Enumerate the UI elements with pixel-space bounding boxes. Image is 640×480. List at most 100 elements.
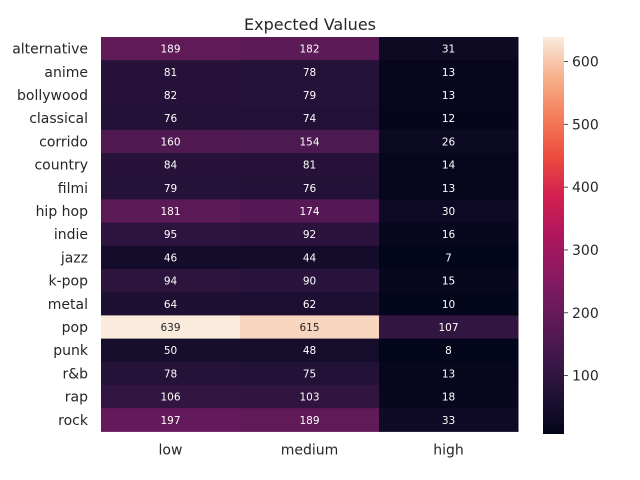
cell-value: 94 — [164, 276, 178, 288]
row-label: r&b — [62, 366, 88, 382]
cell-value: 15 — [442, 276, 455, 288]
colorbar-tick-label: 400 — [572, 180, 599, 196]
heatmap-cell — [379, 338, 519, 363]
heatmap-cell — [379, 361, 519, 386]
heatmap-cell — [240, 199, 380, 224]
cell-value: 13 — [442, 183, 455, 195]
row-label: rock — [58, 413, 89, 429]
cell-value: 79 — [164, 183, 177, 195]
row-label: filmi — [58, 181, 88, 197]
heatmap-cell — [240, 385, 380, 409]
heatmap-cell — [101, 408, 241, 432]
row-label: hip hop — [36, 204, 89, 220]
heatmap-cell — [240, 60, 380, 84]
chart-title: Expected Values — [244, 15, 376, 34]
cell-value: 74 — [303, 113, 317, 125]
row-label: bollywood — [17, 88, 88, 104]
cell-value: 182 — [299, 44, 319, 56]
cell-value: 62 — [303, 299, 316, 311]
heatmap-cell — [101, 269, 241, 293]
cell-value: 189 — [160, 44, 180, 56]
row-label: jazz — [60, 250, 88, 266]
row-label: k-pop — [49, 274, 89, 290]
cell-value: 615 — [299, 322, 319, 334]
heatmap-cell — [240, 129, 380, 154]
cell-value: 76 — [303, 183, 317, 195]
cell-value: 154 — [299, 136, 319, 148]
cell-value: 14 — [442, 160, 456, 172]
heatmap-cell — [379, 83, 519, 108]
heatmap-cell — [379, 245, 519, 270]
heatmap-cell — [101, 176, 241, 200]
cell-value: 30 — [442, 206, 455, 218]
cell-value: 64 — [164, 299, 178, 311]
row-label: country — [34, 158, 88, 174]
cell-value: 81 — [303, 160, 316, 172]
cell-value: 92 — [303, 229, 316, 241]
column-label: low — [159, 442, 183, 458]
cell-value: 44 — [303, 252, 317, 264]
row-label: punk — [53, 343, 89, 359]
cell-value: 48 — [303, 345, 316, 357]
cell-value: 33 — [442, 415, 455, 427]
heatmap-cell — [379, 315, 519, 340]
cell-value: 90 — [303, 276, 316, 288]
row-label: indie — [54, 227, 88, 243]
heatmap-cell — [240, 292, 380, 316]
heatmap-cell — [101, 37, 241, 61]
heatmap-cell — [379, 222, 519, 247]
heatmap-cell — [240, 37, 380, 61]
heatmap-cell — [240, 408, 380, 432]
cell-value: 160 — [160, 136, 180, 148]
heatmap-cell — [379, 37, 519, 61]
heatmap-cell — [240, 338, 380, 363]
cell-value: 13 — [442, 368, 455, 380]
cell-value: 197 — [160, 415, 180, 427]
cell-value: 12 — [442, 113, 455, 125]
cell-value: 181 — [160, 206, 180, 218]
cell-value: 46 — [164, 252, 178, 264]
row-label: alternative — [12, 42, 88, 58]
heatmap-cell — [101, 315, 241, 340]
cell-value: 107 — [438, 322, 458, 334]
colorbar-tick-label: 500 — [572, 117, 599, 133]
heatmap-cell — [379, 385, 519, 409]
row-label: classical — [29, 111, 88, 127]
heatmap-cell — [101, 106, 241, 131]
cell-value: 174 — [299, 206, 319, 218]
cell-value: 76 — [164, 113, 178, 125]
heatmap-cell — [240, 176, 380, 200]
heatmap-cell — [379, 408, 519, 432]
cell-value: 81 — [164, 67, 177, 79]
heatmap-cell — [101, 199, 241, 224]
cell-value: 106 — [160, 392, 180, 404]
cell-value: 13 — [442, 67, 455, 79]
cell-value: 82 — [164, 90, 177, 102]
heatmap-cell — [101, 153, 241, 177]
colorbar-tick-label: 200 — [572, 306, 599, 322]
heatmap-cell — [240, 245, 380, 270]
row-label: anime — [44, 65, 88, 81]
heatmap-cell — [379, 129, 519, 154]
heatmap-cell — [240, 83, 380, 108]
colorbar: 100 200 300 400 500 600 — [543, 37, 599, 434]
heatmap-cell — [101, 83, 241, 108]
cell-value: 50 — [164, 345, 177, 357]
cell-value: 639 — [160, 322, 180, 334]
cell-value: 103 — [299, 392, 319, 404]
heatmap-cell — [379, 106, 519, 131]
colorbar-gradient — [543, 37, 564, 434]
heatmap-cell — [240, 269, 380, 293]
column-label: medium — [281, 442, 339, 458]
heatmap-cell — [101, 338, 241, 363]
cell-value: 8 — [445, 345, 452, 357]
heatmap-cell — [101, 222, 241, 247]
row-label: corrido — [39, 134, 88, 150]
row-label: metal — [48, 297, 88, 313]
cell-value: 13 — [442, 90, 455, 102]
heatmap-cell — [101, 361, 241, 386]
cell-value: 79 — [303, 90, 316, 102]
heatmap-cell — [379, 292, 519, 316]
heatmap-cell — [379, 199, 519, 224]
